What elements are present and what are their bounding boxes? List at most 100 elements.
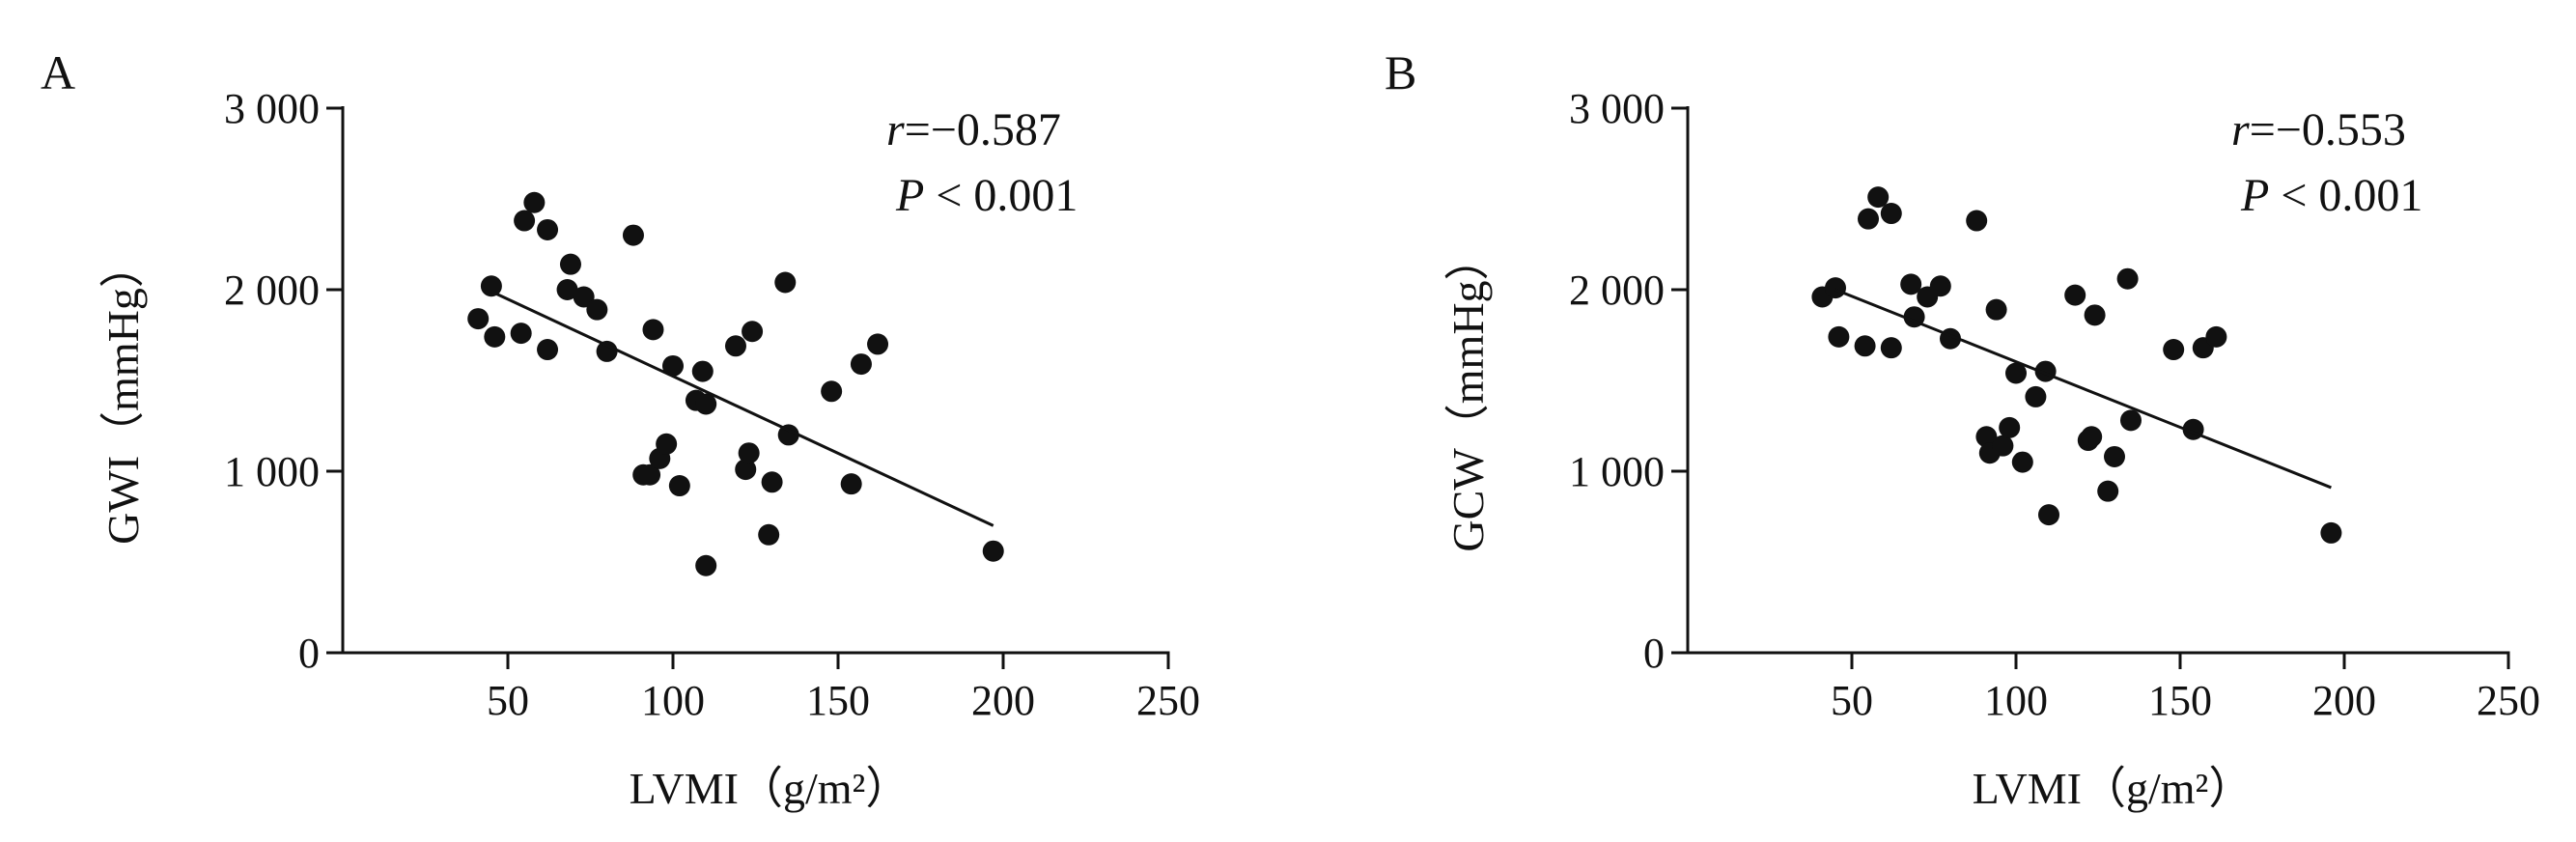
scatter-point — [2163, 339, 2185, 361]
scatter-point — [484, 325, 506, 348]
x-tick-label: 150 — [806, 677, 870, 724]
scatter-point — [2120, 409, 2142, 432]
scatter-point — [537, 218, 559, 240]
x-axis-label: LVMI（g/m²） — [630, 764, 910, 813]
scatter-point — [2084, 304, 2106, 326]
scatter-point — [724, 335, 746, 357]
x-tick-label: 50 — [487, 677, 529, 724]
regression-line — [1834, 288, 2332, 490]
scatter-point — [559, 253, 581, 275]
scatter-point — [2104, 445, 2125, 467]
panel-letter: A — [41, 45, 75, 99]
y-tick-label: 2 000 — [1569, 267, 1665, 314]
scatter-point — [1929, 275, 1951, 297]
x-tick-label: 200 — [2312, 677, 2376, 724]
scatter-point — [2205, 325, 2227, 348]
regression-line — [490, 290, 994, 527]
scatter-point — [1858, 208, 1879, 230]
scatter-point — [695, 393, 717, 415]
x-tick-label: 100 — [641, 677, 705, 724]
scatter-points — [467, 191, 1004, 576]
p-text: < 0.001 — [2269, 170, 2422, 221]
scatter-point — [1880, 337, 1902, 359]
panel-letter: B — [1385, 45, 1416, 99]
scatter-point — [480, 275, 502, 297]
r-symbol: r — [2231, 104, 2250, 155]
scatter-point — [510, 323, 532, 345]
y-tick-label: 1 000 — [1569, 448, 1665, 495]
y-tick-label: 3 000 — [224, 85, 320, 132]
p-symbol: P — [895, 170, 924, 221]
x-axis-label: LVMI（g/m²） — [1973, 764, 2254, 813]
scatter-point — [1825, 277, 1846, 299]
x-tick-label: 250 — [1136, 677, 1200, 724]
scatter-point — [1900, 273, 1922, 295]
scatter-point — [556, 279, 578, 300]
scatter-point — [2097, 480, 2119, 502]
scatter-point — [691, 360, 714, 382]
scatter-point — [982, 540, 1004, 562]
scatter-point — [656, 433, 678, 455]
scatter-point — [2005, 362, 2027, 384]
y-tick-label: 1 000 — [224, 448, 320, 495]
scatter-point — [1966, 210, 1988, 232]
scatter-point — [668, 475, 690, 497]
scatter-point — [2320, 521, 2342, 544]
scatter-point — [537, 339, 559, 361]
r-value: =−0.553 — [2250, 104, 2406, 155]
x-tick-label: 200 — [971, 677, 1035, 724]
panel-b: B 0 1 000 2 000 3 000 50 100 150 200 250 LVMI（g/… — [1385, 45, 2540, 813]
scatter-point — [761, 471, 783, 493]
scatter-point — [1999, 416, 2021, 438]
scatter-point — [639, 463, 661, 486]
scatter-point — [1992, 435, 2014, 457]
scatter-point — [2038, 504, 2059, 526]
scatter-point — [523, 191, 546, 213]
p-symbol: P — [2240, 170, 2269, 221]
scatter-point — [867, 333, 889, 355]
x-tick-label: 50 — [1831, 677, 1873, 724]
scatter-point — [821, 380, 843, 403]
scatter-point — [1828, 325, 1850, 348]
r-value: =−0.587 — [905, 104, 1061, 155]
scatter-point — [738, 442, 760, 464]
p-text: < 0.001 — [924, 170, 1078, 221]
scatter-point — [840, 473, 862, 495]
scatter-point — [2116, 267, 2139, 290]
tick-group: 0 1 000 2 000 3 000 50 100 150 200 250 — [1569, 85, 2540, 724]
scatter-point — [467, 308, 490, 330]
y-tick-label: 0 — [298, 630, 320, 677]
scatter-point — [642, 319, 664, 341]
scatter-point — [1854, 335, 1876, 357]
correlation-r: r=−0.587 — [886, 104, 1061, 155]
scatter-point — [850, 353, 872, 376]
scatter-point — [735, 459, 757, 481]
scatter-point — [596, 340, 618, 362]
x-tick-label: 150 — [2148, 677, 2212, 724]
panel-a: A 0 1 000 2 000 3 000 50 100 150 200 250 LVMI（g/… — [41, 45, 1200, 813]
scatter-point — [695, 554, 717, 576]
scatter-point — [777, 424, 799, 446]
x-tick-label: 250 — [2477, 677, 2540, 724]
scatter-point — [2064, 284, 2086, 306]
correlation-r: r=−0.553 — [2231, 104, 2406, 155]
scatter-point — [1867, 186, 1890, 209]
y-tick-label: 2 000 — [224, 267, 320, 314]
scatter-point — [2025, 385, 2047, 407]
scatter-point — [1975, 426, 1998, 448]
scatter-point — [622, 224, 644, 246]
scatter-point — [514, 210, 536, 232]
scatter-point — [2011, 451, 2033, 473]
y-axis-label: GWI（mmHg） — [98, 243, 148, 545]
y-axis-label: GCW（mmHg） — [1443, 236, 1493, 551]
scatter-point — [586, 298, 608, 321]
p-value: P < 0.001 — [895, 170, 1078, 221]
scatter-point — [2081, 426, 2103, 448]
scatter-point — [1880, 203, 1902, 225]
scatter-point — [742, 321, 764, 343]
tick-group: 0 1 000 2 000 3 000 50 100 150 200 250 — [224, 85, 1200, 724]
x-tick-label: 100 — [1984, 677, 2048, 724]
r-symbol: r — [886, 104, 905, 155]
p-value: P < 0.001 — [2240, 170, 2422, 221]
